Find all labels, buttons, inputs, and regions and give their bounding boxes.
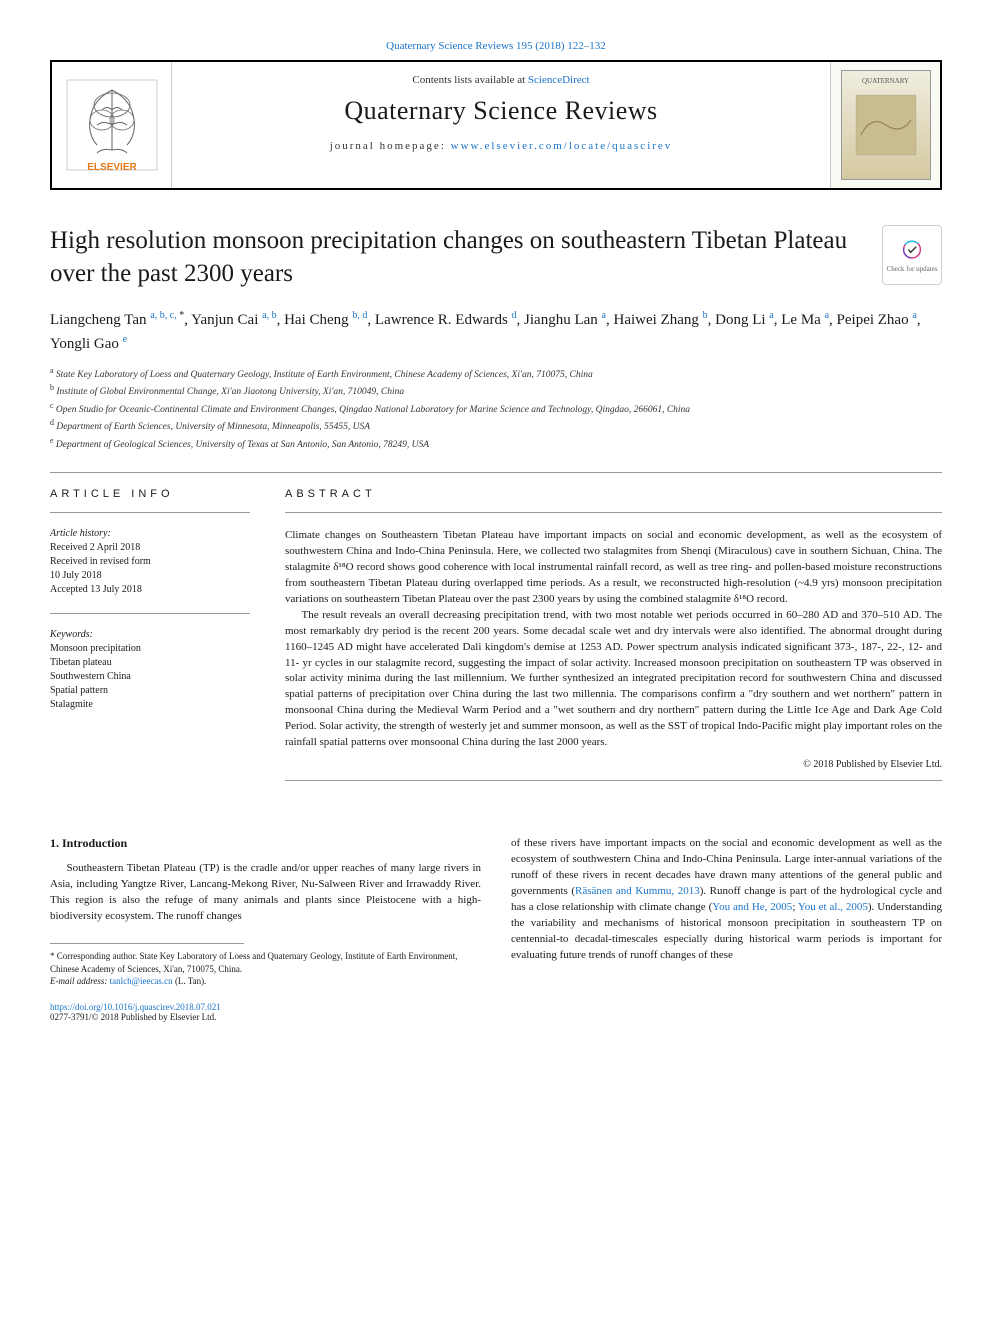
- cover-title: QUATERNARY: [862, 77, 909, 85]
- info-divider: [50, 613, 250, 614]
- citation-link[interactable]: You and He, 2005: [712, 901, 792, 913]
- email-suffix: (L. Tan).: [173, 976, 207, 986]
- doi-link[interactable]: https://doi.org/10.1016/j.quascirev.2018…: [50, 1002, 221, 1012]
- keyword: Southwestern China: [50, 670, 250, 684]
- affiliation-line: e Department of Geological Sciences, Uni…: [50, 435, 942, 452]
- citation-header[interactable]: Quaternary Science Reviews 195 (2018) 12…: [50, 40, 942, 52]
- body-text: Southeastern Tibetan Plateau (TP) is the…: [50, 861, 481, 925]
- affiliations: a State Key Laboratory of Loess and Quat…: [50, 365, 942, 452]
- elsevier-tree-logo: ELSEVIER: [62, 75, 162, 175]
- right-column: of these rivers have important impacts o…: [511, 836, 942, 1022]
- left-column: 1. Introduction Southeastern Tibetan Pla…: [50, 836, 481, 1022]
- homepage-prefix: journal homepage:: [330, 140, 451, 152]
- keyword: Tibetan plateau: [50, 656, 250, 670]
- cover-art-icon: [851, 85, 921, 165]
- homepage-link[interactable]: www.elsevier.com/locate/quascirev: [451, 140, 673, 152]
- check-updates-badge[interactable]: Check for updates: [882, 225, 942, 285]
- article-title: High resolution monsoon precipitation ch…: [50, 225, 862, 290]
- journal-cover-cell: QUATERNARY: [830, 62, 940, 188]
- keywords-block: Keywords: Monsoon precipitation Tibetan …: [50, 629, 250, 712]
- citation-link[interactable]: You et al., 2005: [798, 901, 868, 913]
- info-abstract-row: ARTICLE INFO Article history: Received 2…: [50, 488, 942, 796]
- email-link[interactable]: tanlch@ieecas.cn: [110, 976, 173, 986]
- affiliation-line: d Department of Earth Sciences, Universi…: [50, 417, 942, 434]
- citation-link[interactable]: Räsänen and Kummu, 2013: [575, 885, 700, 897]
- article-history-block: Article history: Received 2 April 2018 R…: [50, 528, 250, 597]
- contents-prefix: Contents lists available at: [412, 74, 527, 86]
- body-text: of these rivers have important impacts o…: [511, 836, 942, 964]
- keyword: Stalagmite: [50, 698, 250, 712]
- footnote-text: * Corresponding author. State Key Labora…: [50, 950, 481, 975]
- publisher-logo-cell: ELSEVIER: [52, 62, 172, 188]
- corresponding-author-footnote: * Corresponding author. State Key Labora…: [50, 950, 481, 988]
- contents-available-line: Contents lists available at ScienceDirec…: [192, 74, 810, 86]
- updates-icon: [898, 237, 926, 265]
- body-paragraph: of these rivers have important impacts o…: [511, 836, 942, 964]
- history-line: Received 2 April 2018: [50, 541, 250, 555]
- abstract-paragraph: Climate changes on Southeastern Tibetan …: [285, 528, 942, 608]
- journal-cover-thumbnail: QUATERNARY: [841, 70, 931, 180]
- body-paragraph: Southeastern Tibetan Plateau (TP) is the…: [50, 861, 481, 925]
- article-info-column: ARTICLE INFO Article history: Received 2…: [50, 488, 250, 796]
- journal-header-box: ELSEVIER Contents lists available at Sci…: [50, 60, 942, 190]
- homepage-line: journal homepage: www.elsevier.com/locat…: [192, 140, 810, 152]
- abstract-copyright: © 2018 Published by Elsevier Ltd.: [285, 759, 942, 770]
- abstract-text: Climate changes on Southeastern Tibetan …: [285, 528, 942, 751]
- history-line: 10 July 2018: [50, 569, 250, 583]
- keyword: Monsoon precipitation: [50, 642, 250, 656]
- abstract-bottom-divider: [285, 780, 942, 781]
- updates-label: Check for updates: [887, 265, 938, 273]
- footnote-email-line: E-mail address: tanlch@ieecas.cn (L. Tan…: [50, 975, 481, 988]
- keywords-label: Keywords:: [50, 629, 250, 640]
- authors-line: Liangcheng Tan a, b, c, *, Yanjun Cai a,…: [50, 308, 942, 355]
- affiliation-line: b Institute of Global Environmental Chan…: [50, 382, 942, 399]
- divider: [50, 472, 942, 473]
- keyword: Spatial pattern: [50, 684, 250, 698]
- header-center: Contents lists available at ScienceDirec…: [172, 62, 830, 188]
- abstract-heading: ABSTRACT: [285, 488, 942, 500]
- history-label: Article history:: [50, 528, 250, 539]
- abstract-column: ABSTRACT Climate changes on Southeastern…: [285, 488, 942, 796]
- email-label: E-mail address:: [50, 976, 110, 986]
- footnote-divider: [50, 943, 244, 944]
- sciencedirect-link[interactable]: ScienceDirect: [528, 74, 590, 86]
- affiliation-line: a State Key Laboratory of Loess and Quat…: [50, 365, 942, 382]
- abstract-paragraph: The result reveals an overall decreasing…: [285, 608, 942, 751]
- section-heading: 1. Introduction: [50, 836, 481, 851]
- info-divider: [50, 512, 250, 513]
- svg-text:ELSEVIER: ELSEVIER: [87, 162, 137, 173]
- history-line: Accepted 13 July 2018: [50, 583, 250, 597]
- abstract-divider: [285, 512, 942, 513]
- history-line: Received in revised form: [50, 555, 250, 569]
- journal-name: Quaternary Science Reviews: [192, 96, 810, 126]
- body-columns: 1. Introduction Southeastern Tibetan Pla…: [50, 836, 942, 1022]
- doi-line: https://doi.org/10.1016/j.quascirev.2018…: [50, 1002, 481, 1012]
- title-row: High resolution monsoon precipitation ch…: [50, 225, 942, 290]
- affiliation-line: c Open Studio for Oceanic-Continental Cl…: [50, 400, 942, 417]
- issn-line: 0277-3791/© 2018 Published by Elsevier L…: [50, 1012, 481, 1022]
- article-info-heading: ARTICLE INFO: [50, 488, 250, 500]
